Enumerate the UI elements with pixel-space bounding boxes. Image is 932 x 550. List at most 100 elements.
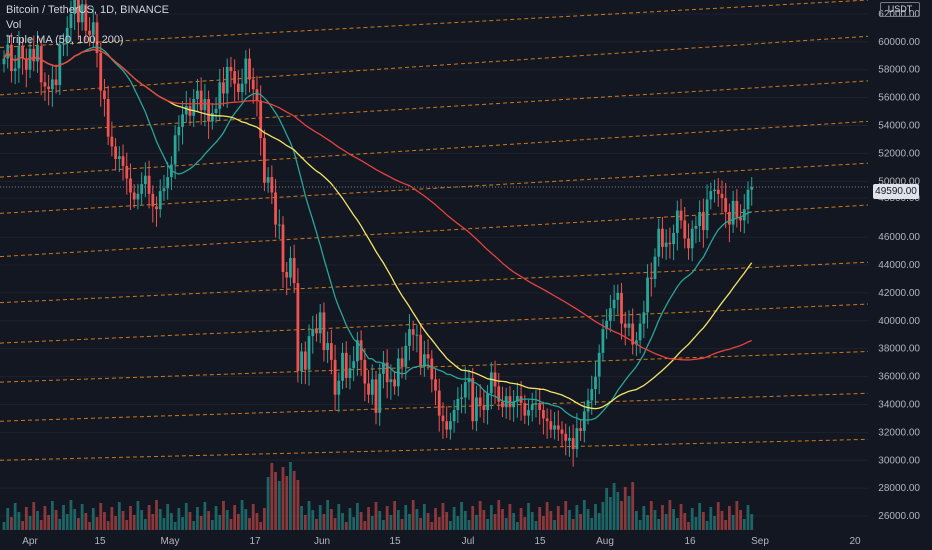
candle-body	[236, 83, 240, 93]
candle-body	[225, 66, 229, 94]
volume-bar	[389, 515, 393, 530]
candle-body	[129, 178, 132, 193]
candle-body	[649, 277, 653, 279]
x-tick-label: 16	[684, 536, 696, 547]
volume-bar	[255, 513, 259, 530]
volume-bar	[467, 520, 471, 530]
volume-bar	[69, 500, 73, 530]
volume-bar	[594, 504, 597, 530]
volume-bar	[400, 519, 404, 530]
volume-bar	[560, 515, 564, 530]
volume-bar	[396, 510, 400, 530]
y-tick-label: 58000.00	[878, 65, 920, 76]
candle-body	[735, 200, 739, 218]
volume-bar	[675, 518, 679, 530]
candle-body	[274, 192, 277, 225]
volume-bar	[482, 510, 486, 530]
volume-bar	[311, 510, 315, 530]
candle-body	[374, 379, 378, 413]
candle-body	[568, 437, 571, 441]
candle-body	[143, 175, 147, 185]
volume-bar	[196, 507, 199, 530]
candle-body	[184, 106, 188, 115]
candle-body	[475, 397, 478, 422]
candle-body	[155, 206, 158, 210]
candle-body	[259, 100, 263, 139]
volume-bar	[110, 507, 114, 530]
volume-bar	[486, 519, 489, 530]
candle-body	[103, 90, 106, 100]
currency-badge[interactable]: USDT	[880, 2, 920, 17]
volume-bar	[341, 513, 344, 530]
candle-body	[73, 0, 77, 14]
y-tick-label: 60000.00	[878, 37, 920, 48]
candle-body	[560, 429, 564, 434]
candle-body	[117, 156, 121, 159]
candle-body	[545, 418, 549, 422]
candle-body	[2, 58, 6, 65]
symbol-title[interactable]: Bitcoin / TetherUS, 1D, BINANCE	[6, 4, 170, 16]
candle-body	[393, 379, 396, 387]
volume-bar	[210, 520, 214, 530]
candle-body	[400, 358, 404, 367]
y-tick-label: 42000.00	[878, 288, 920, 299]
candle-body	[292, 258, 296, 284]
fib-channel-line	[0, 35, 869, 96]
candle-body	[549, 421, 553, 430]
candle-body	[426, 354, 430, 359]
candle-body	[203, 99, 207, 111]
volume-bar	[251, 504, 255, 530]
volume-bar	[378, 511, 382, 530]
volume-bar	[672, 509, 675, 530]
volume-bar	[724, 520, 728, 530]
volume-bar	[50, 501, 54, 530]
volume-bar	[91, 508, 95, 530]
candle-body	[263, 138, 266, 183]
volume-bar	[65, 514, 69, 530]
y-tick-label: 30000.00	[878, 455, 920, 466]
volume-indicator-label[interactable]: Vol	[6, 19, 22, 31]
volume-bar	[6, 508, 10, 530]
candle-body	[296, 283, 300, 371]
candle-body	[91, 22, 95, 35]
candle-body	[277, 224, 281, 226]
volume-bar	[657, 519, 661, 530]
volume-bar	[28, 516, 32, 530]
candle-body	[173, 135, 177, 165]
volume-bar	[285, 476, 289, 530]
x-tick-label: 15	[94, 536, 106, 547]
x-tick-label: 15	[389, 536, 401, 547]
candle-body	[646, 277, 649, 313]
candle-body	[121, 156, 125, 166]
fib-channel-line	[0, 261, 869, 304]
volume-bar	[370, 516, 374, 530]
candle-body	[590, 389, 594, 401]
candle-body	[244, 58, 248, 84]
candle-body	[289, 258, 292, 278]
volume-bar	[501, 509, 504, 530]
volume-bar	[519, 508, 523, 530]
volume-bar	[277, 481, 281, 530]
volume-bar	[556, 506, 560, 530]
candle-body	[608, 308, 612, 321]
candle-body	[352, 361, 356, 369]
triple-ma-indicator-label[interactable]: Triple MA (50, 100, 200)	[6, 34, 124, 46]
y-tick-label: 52000.00	[878, 148, 920, 159]
candle-body	[690, 228, 694, 249]
volume-bar	[95, 517, 99, 530]
candle-body	[664, 242, 668, 247]
volume-bar	[564, 501, 568, 530]
volume-bar	[337, 504, 341, 530]
volume-bar	[635, 511, 638, 530]
candle-body	[140, 184, 144, 194]
candle-body	[300, 351, 303, 371]
candle-body	[54, 79, 58, 86]
volume-bar	[17, 512, 21, 530]
volume-bar	[266, 477, 270, 530]
candle-body	[489, 372, 493, 394]
candle-body	[281, 224, 285, 272]
candle-body	[441, 415, 445, 422]
volume-bar	[668, 500, 672, 530]
candle-body	[80, 4, 84, 23]
